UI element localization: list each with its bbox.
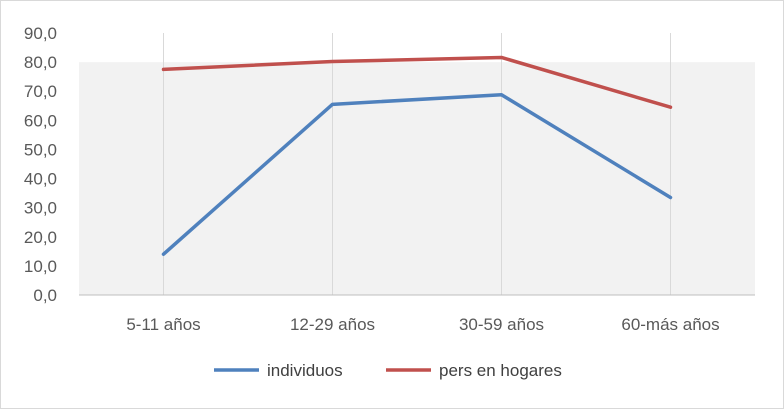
plot-area [79,62,755,295]
y-tick-label: 90,0 [24,24,57,43]
legend-label: pers en hogares [439,361,562,380]
y-axis-ticks: 0,0 10,0 20,0 30,0 40,0 50,0 60,0 70,0 80,0 90,0 [24,24,57,305]
y-tick-label: 70,0 [24,82,57,101]
series-line [161,92,673,256]
y-tick-label: 40,0 [24,170,57,189]
y-tick-label: 60,0 [24,111,57,130]
series-line [161,55,673,109]
series-lines [161,55,673,256]
x-tick-label: 60-más años [621,315,719,334]
y-tick-label: 50,0 [24,140,57,159]
x-tick-label: 12-29 años [290,315,375,334]
y-tick-label: 10,0 [24,257,57,276]
y-tick-label: 0,0 [33,286,57,305]
legend: individuos pers en hogares [214,361,562,380]
legend-label: individuos [267,361,343,380]
x-tick-label: 30-59 años [459,315,544,334]
y-tick-label: 20,0 [24,228,57,247]
y-tick-label: 30,0 [24,199,57,218]
x-tick-label: 5-11 años [126,315,200,334]
x-axis-ticks: 5-11 años 12-29 años 30-59 años 60-más años [126,315,719,334]
y-tick-label: 80,0 [24,53,57,72]
gridlines [163,33,671,295]
